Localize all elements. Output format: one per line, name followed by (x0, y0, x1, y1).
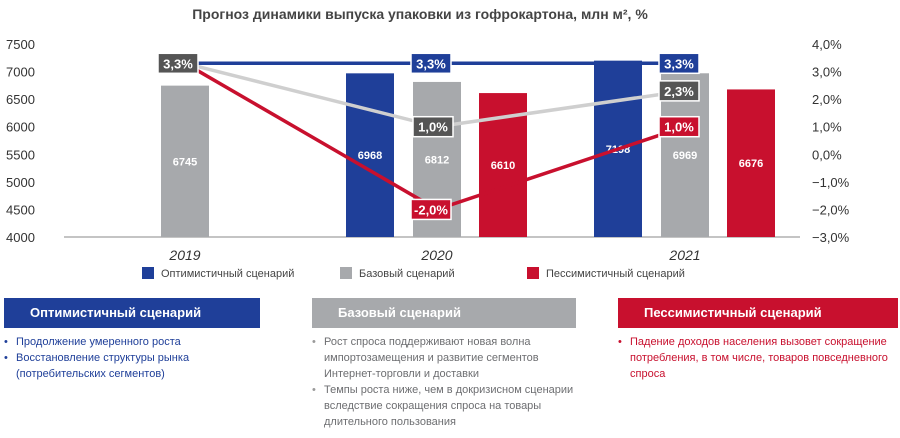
y-axis-tick-label: 4000 (6, 230, 35, 245)
list-item: Продолжение умеренного роста (4, 334, 260, 350)
bar-value-label: 6610 (491, 160, 515, 172)
bar-base (161, 85, 209, 237)
list-item: Восстановление структуры рынка (потребит… (4, 350, 260, 382)
legend-base-swatch (340, 267, 352, 279)
list-item: Падение доходов населения вызовет сокращ… (618, 334, 898, 382)
legend-optimistic-swatch (142, 267, 154, 279)
growth-label-box (157, 52, 199, 75)
y2-axis-tick-label: 4,0% (812, 37, 842, 52)
bar-pessimistic (727, 89, 775, 237)
y2-axis-tick-label: −2,0% (812, 202, 850, 217)
bar-value-label: 6676 (739, 158, 763, 170)
base-scenario-title: Базовый сценарий (312, 298, 576, 328)
growth-label-box (658, 80, 700, 102)
y-axis-tick-label: 7000 (6, 65, 35, 80)
y2-axis-tick-label: −1,0% (812, 175, 850, 190)
list-item: Рост спроса поддерживают новая волна имп… (312, 334, 576, 382)
bar-optimistic (346, 73, 394, 237)
growth-label: 3,3% (163, 56, 193, 71)
pessimistic-scenario-panel: Пессимистичный сценарий Падение доходов … (618, 298, 898, 382)
y2-axis-tick-label: −3,0% (812, 230, 850, 245)
y2-axis-tick-label: 3,0% (812, 65, 842, 80)
bar-value-label: 6968 (358, 150, 382, 162)
y-axis-tick-label: 6000 (6, 120, 35, 135)
pessimistic-scenario-title: Пессимистичный сценарий (618, 298, 898, 328)
bar-value-label: 6745 (173, 156, 197, 168)
y2-axis-tick-label: 2,0% (812, 92, 842, 107)
optimistic-scenario-title: Оптимистичный сценарий (4, 298, 260, 328)
x-axis-category-label: 2021 (668, 247, 700, 263)
legend-optimistic-label: Оптимистичный сценарий (161, 268, 294, 280)
bar-value-label: 6969 (673, 150, 697, 162)
y-axis-tick-label: 5500 (6, 147, 35, 162)
legend-base-label: Базовый сценарий (359, 268, 455, 280)
base-scenario-bullets: Рост спроса поддерживают новая волна имп… (312, 334, 576, 430)
chart: Прогноз динамики выпуска упаковки из гоф… (6, 6, 850, 280)
growth-label: 1,0% (418, 120, 448, 135)
y-axis-tick-label: 7500 (6, 37, 35, 52)
y-axis-tick-label: 6500 (6, 92, 35, 107)
growth-label-box (410, 198, 452, 221)
optimistic-scenario-panel: Оптимистичный сценарий Продолжение умере… (4, 298, 260, 382)
chart-title: Прогноз динамики выпуска упаковки из гоф… (192, 6, 648, 22)
growth-label-box (658, 115, 700, 138)
growth-label: 2,3% (664, 84, 694, 99)
y-axis-tick-label: 5000 (6, 175, 35, 190)
growth-label-box (410, 52, 452, 75)
list-item: Темпы роста ниже, чем в докризисном сцен… (312, 382, 576, 430)
growth-label: 1,0% (664, 120, 694, 135)
pessimistic-scenario-bullets: Падение доходов населения вызовет сокращ… (618, 334, 898, 382)
x-axis-category-label: 2019 (168, 247, 200, 263)
legend-pessimistic-label: Пессимистичный сценарий (546, 268, 685, 280)
optimistic-scenario-bullets: Продолжение умеренного роста Восстановле… (4, 334, 260, 382)
growth-label-box (658, 52, 700, 75)
growth-label: -2,0% (414, 202, 448, 217)
y2-axis-tick-label: 0,0% (812, 147, 842, 162)
bar-value-label: 6812 (425, 154, 449, 166)
x-axis-category-label: 2020 (420, 247, 452, 263)
y-axis-tick-label: 4500 (6, 202, 35, 217)
growth-label: 3,3% (664, 56, 694, 71)
growth-label: 3,3% (416, 56, 446, 71)
growth-label-box (412, 115, 454, 138)
y2-axis-tick-label: 1,0% (812, 120, 842, 135)
legend-pessimistic-swatch (527, 267, 539, 279)
base-scenario-panel: Базовый сценарий Рост спроса поддерживаю… (312, 298, 576, 430)
